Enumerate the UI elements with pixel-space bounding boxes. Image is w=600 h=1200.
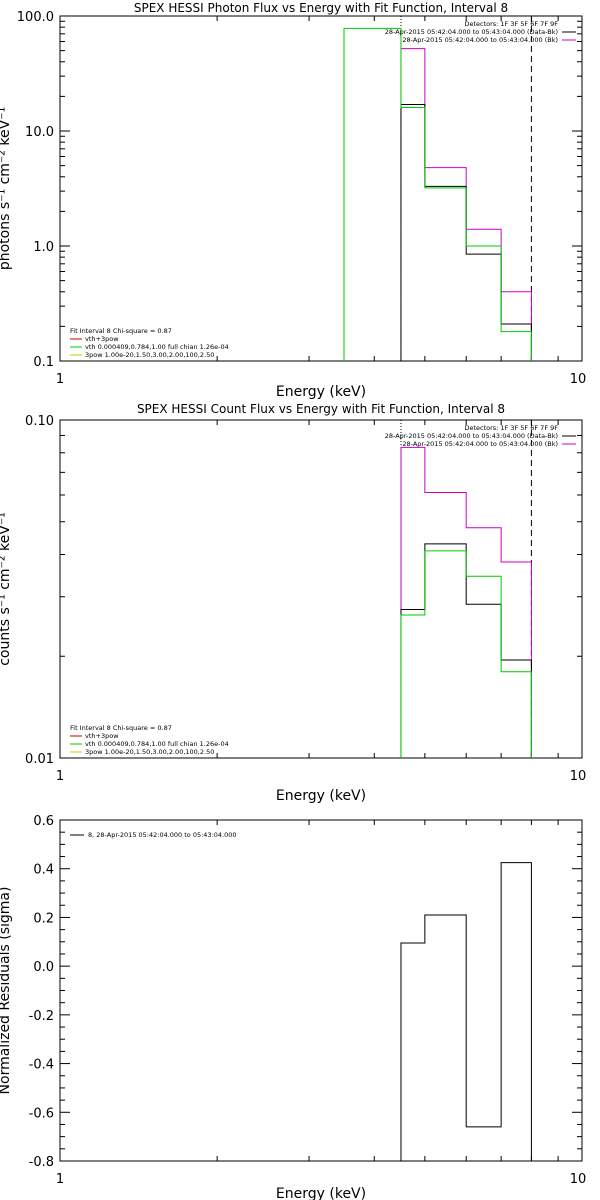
legend-entry: Fit Interval 8 Chi-square = 0.87 (70, 724, 172, 732)
series-2-step-line (343, 27, 532, 361)
y-tick-label: 10.0 (25, 125, 54, 140)
series-0-step-line (400, 446, 532, 758)
legend-entry: 28-Apr-2015 05:42:04.000 to 05:43:04.000… (385, 432, 558, 440)
y-tick-label: 0.1 (33, 355, 54, 370)
y-axis-label: Normalized Residuals (sigma) (0, 887, 13, 1095)
y-axis-label: photons s⁻¹ cm⁻² keV⁻¹ (0, 107, 13, 270)
legend-entry: vth 0.000409,0.784,1.00 full chian 1.26e… (85, 740, 229, 748)
x-tick-label: 1 (56, 1172, 64, 1187)
x-tick-label: 10 (570, 372, 587, 387)
legend-entry: Fit Interval 8 Chi-square = 0.87 (70, 327, 172, 335)
x-tick-label: 1 (56, 372, 64, 387)
y-tick-label: -0.6 (29, 1106, 54, 1121)
y-tick-label: 0.6 (33, 814, 54, 829)
x-axis-label: Energy (keV) (276, 1186, 366, 1200)
legend-entry: 3pow 1.00e-20,1.50,3.00,2.00,100,2.50 (85, 351, 214, 359)
count-flux-panel: SPEX HESSI Count Flux vs Energy with Fit… (0, 402, 586, 804)
legend-entry: 28-Apr-2015 05:42:04.000 to 05:43:04.000… (385, 28, 558, 36)
y-tick-label: 0.10 (25, 414, 54, 429)
series-0-step-line (400, 862, 532, 1161)
legend-entry: vth+3pow (85, 335, 119, 343)
legend-entry: 28-Apr-2015 05:42:04.000 to 05:43:04.000… (402, 36, 558, 44)
x-tick-label: 10 (570, 769, 587, 784)
x-tick-label: 1 (56, 769, 64, 784)
photon-flux-panel: SPEX HESSI Photon Flux vs Energy with Fi… (0, 1, 586, 400)
x-axis-label: Energy (keV) (276, 384, 366, 400)
legend-entry: vth+3pow (85, 732, 119, 740)
legend-entry: Detectors: 1F 3F 5F 6F 7F 9F (464, 424, 558, 432)
chart-title: SPEX HESSI Photon Flux vs Energy with Fi… (134, 1, 508, 15)
y-tick-label: -0.4 (29, 1058, 54, 1073)
legend-entry: 28-Apr-2015 05:42:04.000 to 05:43:04.000… (402, 440, 558, 448)
x-axis-label: Energy (keV) (276, 788, 366, 804)
y-tick-label: 0.2 (33, 911, 54, 926)
legend-entry: 3pow 1.00e-20,1.50,3.00,2.00,100,2.50 (85, 748, 214, 756)
legend-entry: Detectors: 1F 3F 5F 6F 7F 9F (464, 20, 558, 28)
legend-entry: 8, 28-Apr-2015 05:42:04.000 to 05:43:04.… (88, 831, 237, 839)
x-tick-label: 10 (570, 1172, 587, 1187)
y-tick-label: 1.0 (33, 240, 54, 255)
y-tick-label: 100.0 (17, 10, 54, 25)
y-tick-label: -0.2 (29, 1009, 54, 1024)
y-tick-label: 0.0 (33, 960, 54, 975)
y-tick-label: 0.01 (25, 752, 54, 767)
series-2-step-line (400, 550, 532, 758)
residuals-panel: Energy (keV) Normalized Residuals (sigma)… (0, 814, 586, 1200)
legend-entry: vth 0.000409,0.784,1.00 full chian 1.26e… (85, 343, 229, 351)
y-tick-label: 0.4 (33, 863, 54, 878)
plot-frame (59, 15, 583, 362)
y-tick-label: -0.8 (29, 1155, 54, 1170)
y-axis-label: counts s⁻¹ cm⁻² keV⁻¹ (0, 512, 13, 666)
chart-title: SPEX HESSI Count Flux vs Energy with Fit… (137, 402, 505, 416)
plot-frame (59, 419, 583, 759)
plot-frame (59, 819, 583, 1162)
